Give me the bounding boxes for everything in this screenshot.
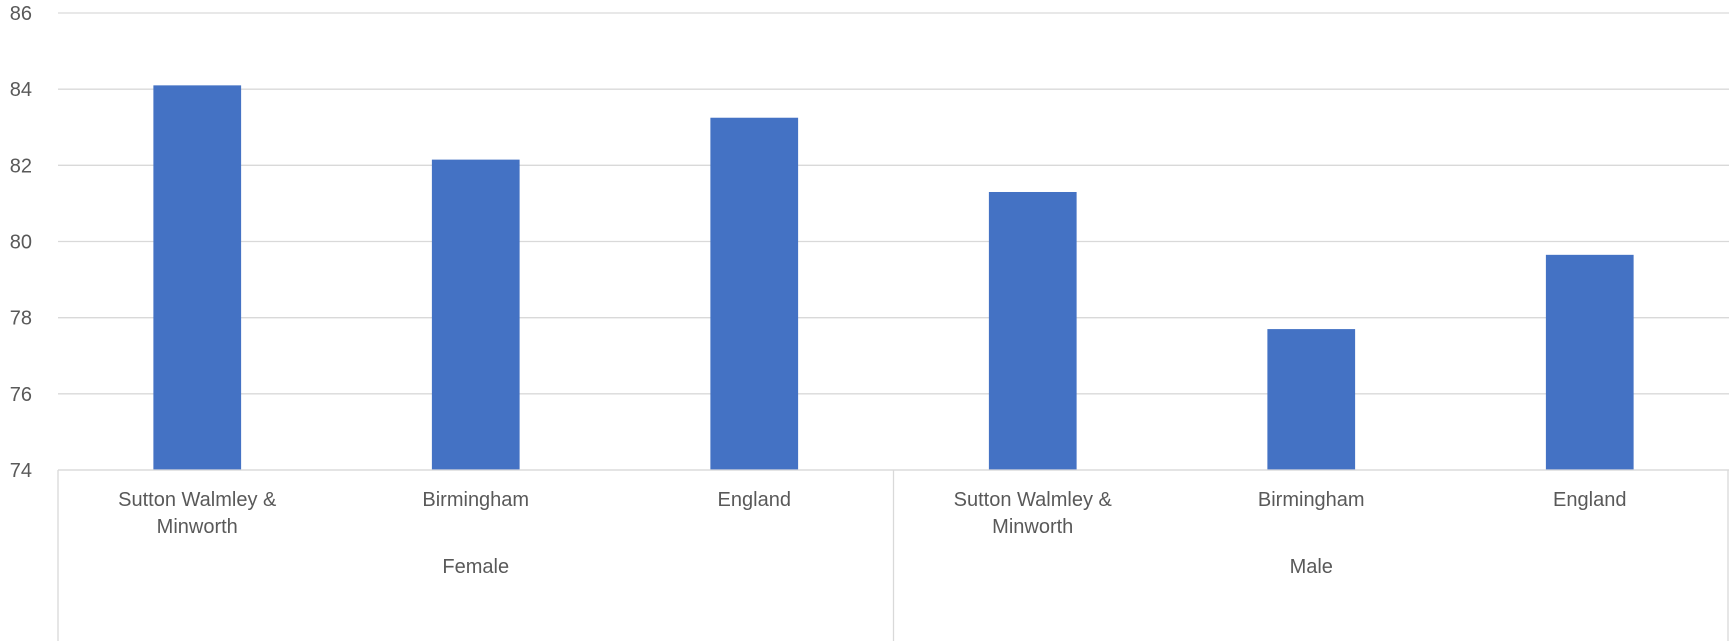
y-tick-label: 84	[10, 79, 32, 101]
bar	[431, 159, 520, 470]
y-axis-tick-labels: 74 76 78 80 82 84 86	[10, 3, 32, 482]
bar	[153, 85, 242, 470]
x-category-label: Birmingham	[422, 489, 529, 511]
bar	[710, 117, 799, 471]
x-category-label-line: Birmingham	[422, 489, 529, 511]
y-tick-label: 80	[10, 232, 32, 254]
x-group-label: Male	[1290, 556, 1333, 578]
x-category-label-line: Sutton Walmley &	[118, 489, 277, 511]
x-group-label: Female	[442, 556, 509, 578]
x-category-label-line: England	[718, 489, 791, 511]
y-tick-label: 86	[10, 3, 32, 25]
x-category-label-line: England	[1553, 489, 1626, 511]
x-category-label: Sutton Walmley & Minworth	[954, 489, 1113, 538]
y-tick-label: 82	[10, 155, 32, 177]
bar	[1267, 329, 1356, 470]
x-category-label-line: Minworth	[992, 516, 1073, 538]
bar	[1545, 254, 1634, 470]
y-tick-label: 78	[10, 308, 32, 330]
bar	[988, 191, 1077, 470]
x-category-label-line: Sutton Walmley &	[954, 489, 1113, 511]
y-tick-label: 74	[10, 460, 32, 482]
x-category-label: England	[718, 489, 791, 511]
x-category-label: England	[1553, 489, 1626, 511]
gridlines	[58, 12, 1729, 471]
y-tick-label: 76	[10, 384, 32, 406]
bars	[153, 85, 1634, 471]
x-category-label-line: Minworth	[157, 516, 238, 538]
x-category-label: Sutton Walmley & Minworth	[118, 489, 277, 538]
x-category-label: Birmingham	[1258, 489, 1365, 511]
x-axis: Sutton Walmley & Minworth Birmingham Englan…	[57, 469, 1729, 641]
x-category-label-line: Birmingham	[1258, 489, 1365, 511]
